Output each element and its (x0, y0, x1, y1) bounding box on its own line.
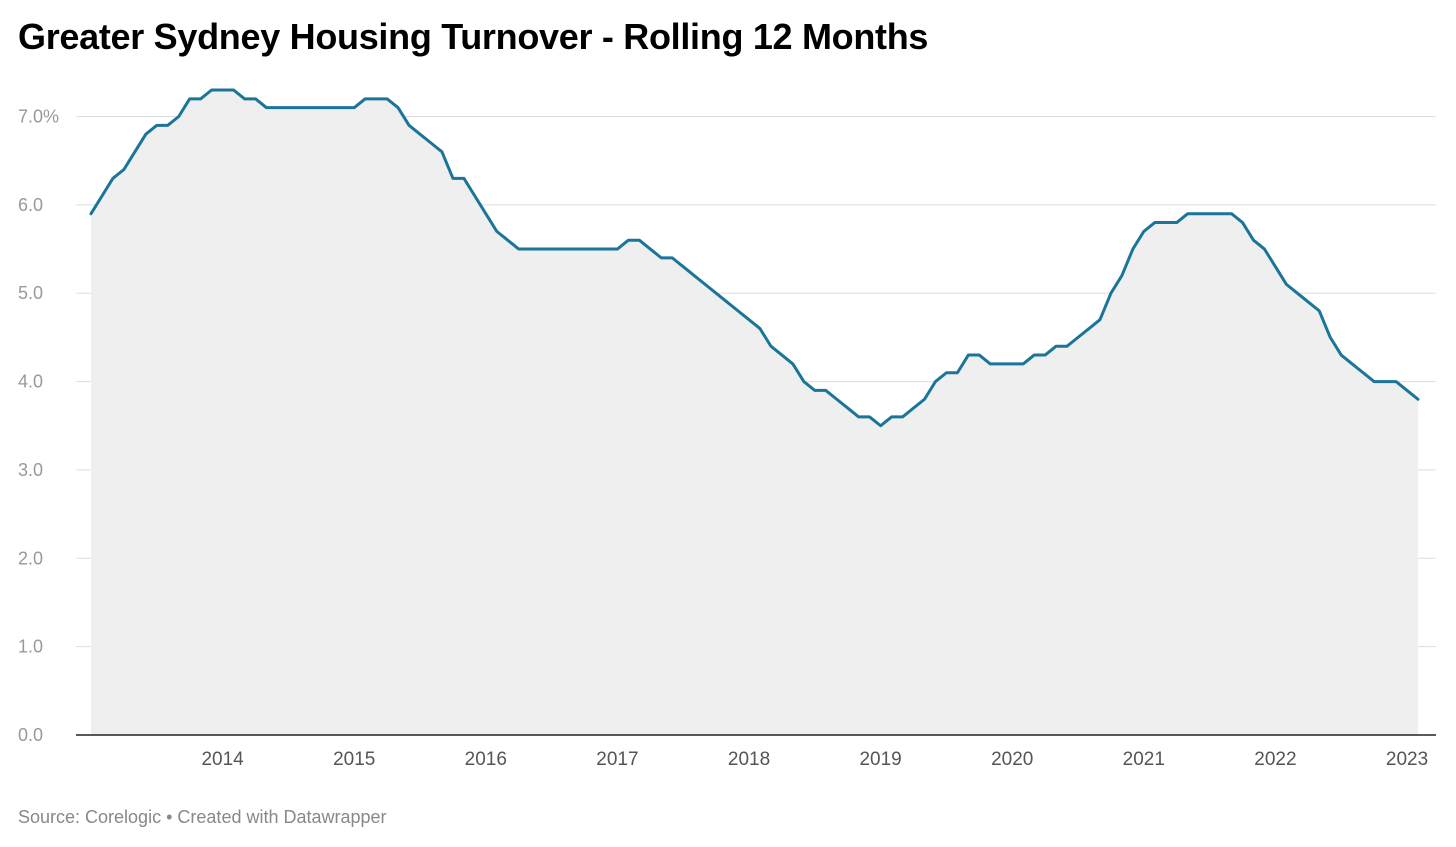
y-axis: 0.0 1.0 2.0 3.0 4.0 5.0 6.0 7.0% (18, 107, 59, 746)
chart-footer: Source: Corelogic • Created with Datawra… (18, 807, 387, 828)
x-tick-label: 2014 (201, 749, 244, 770)
x-tick-label: 2022 (1254, 749, 1296, 770)
area-series (91, 89, 1418, 736)
line-chart: 0.01.02.03.04.05.06.07.0% 2014 2015 2016 20… (18, 88, 1436, 770)
y-tick-label: 0.0 (18, 725, 43, 745)
source-note: Source: Corelogic (18, 807, 162, 827)
y-tick-label: 4.0 (18, 372, 43, 392)
area-fill (91, 89, 1418, 736)
x-tick-label: 2020 (991, 749, 1033, 770)
x-tick-label: 2021 (1123, 749, 1165, 770)
x-tick-label: 2019 (859, 749, 901, 770)
chart-title: Greater Sydney Housing Turnover - Rollin… (18, 16, 929, 57)
series-line (89, 88, 1420, 428)
x-tick-label: 2017 (596, 749, 638, 770)
footer-separator: • (166, 807, 173, 827)
y-tick-label: 6.0 (18, 195, 43, 215)
x-tick-label: 2018 (728, 749, 770, 770)
x-tick-label: 2023 (1386, 749, 1428, 770)
y-tick-label: 3.0 (18, 460, 43, 480)
y-tick-label: 1.0 (18, 637, 43, 657)
y-tick-label: 7.0% (18, 107, 59, 127)
x-axis: 2014 2015 2016 2017 2018 2019 2020 2021 2022 2023 (76, 734, 1436, 770)
x-tick-label: 2015 (333, 749, 375, 770)
y-tick-label: 5.0 (18, 283, 43, 303)
credit-note: Created with Datawrapper (177, 807, 387, 827)
y-tick-label: 2.0 (18, 548, 43, 568)
data-line (89, 88, 1420, 428)
x-tick-label: 2016 (465, 749, 507, 770)
